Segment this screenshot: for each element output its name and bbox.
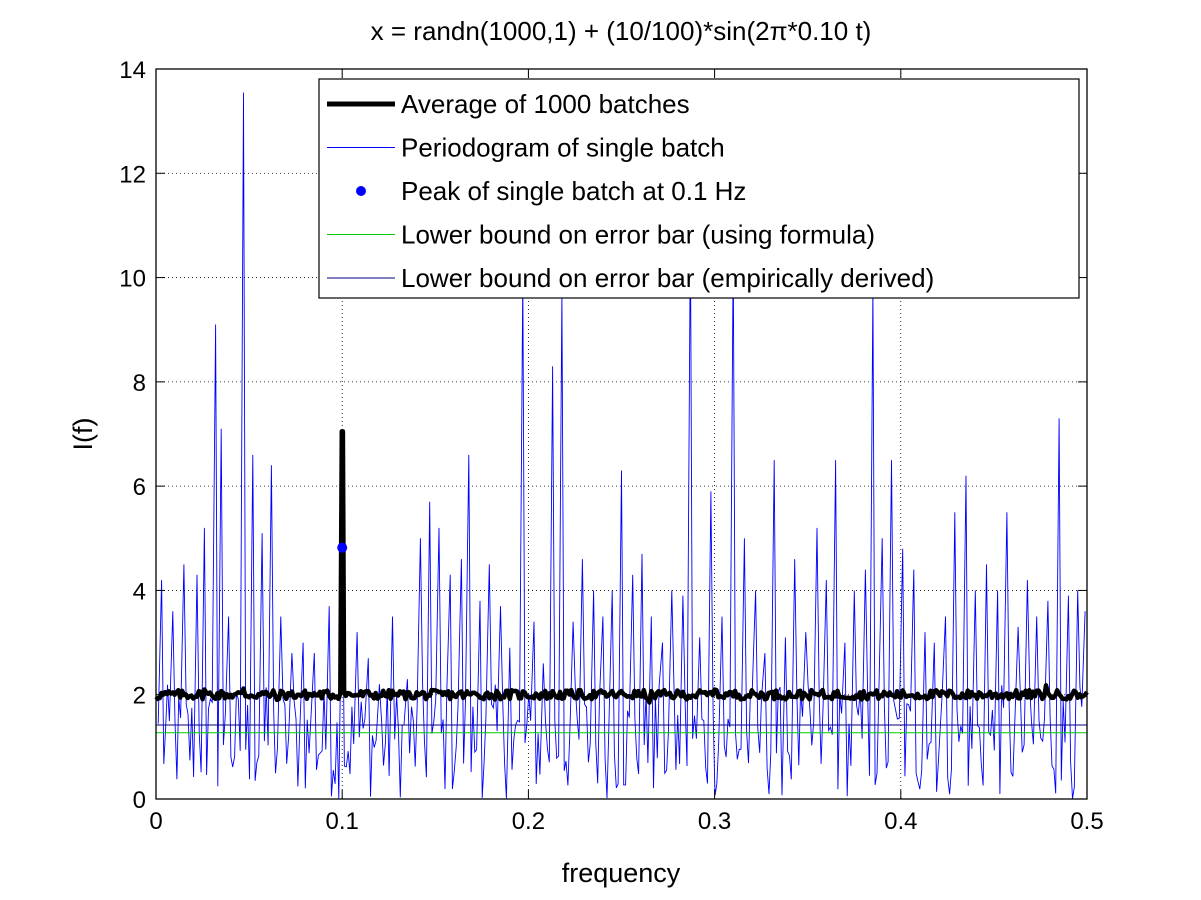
peak-marker — [337, 542, 348, 553]
legend-entry: Lower bound on error bar (using formula) — [327, 220, 875, 250]
axis-ticks: 0 0.1 0.2 0.3 0.4 0.5 0 2 4 6 8 10 12 14 — [119, 57, 1103, 835]
x-tick-label: 0.1 — [326, 808, 359, 835]
average-line — [154, 429, 1089, 705]
axes-frame — [155, 68, 1088, 800]
legend-entry: Periodogram of single batch — [327, 133, 725, 163]
y-tick-label: 8 — [133, 370, 146, 397]
legend-label: Periodogram of single batch — [401, 133, 725, 163]
legend-marker — [356, 186, 366, 196]
y-tick-label: 4 — [133, 578, 146, 605]
x-tick-label: 0 — [149, 808, 162, 835]
legend-entry: Lower bound on error bar (empirically de… — [327, 263, 934, 293]
legend-entry: Average of 1000 batches — [327, 89, 690, 119]
periodogram-line — [157, 92, 1086, 799]
y-tick-label: 10 — [119, 266, 146, 293]
y-axis-label: I(f) — [68, 418, 98, 451]
x-tick-label: 0.2 — [512, 808, 545, 835]
x-axis-label: frequency — [562, 858, 681, 888]
x-tick-label: 0.3 — [698, 808, 731, 835]
legend-box — [318, 78, 1080, 299]
y-tick-label: 12 — [119, 161, 146, 188]
series-periodogram — [157, 92, 1086, 799]
legend-entry: Peak of single batch at 0.1 Hz — [356, 176, 746, 206]
x-tick-label: 0.4 — [884, 808, 917, 835]
y-tick-label: 14 — [119, 57, 146, 84]
chart-title: x = randn(1000,1) + (10/100)*sin(2π*0.10… — [371, 16, 872, 46]
y-tick-label: 2 — [133, 683, 146, 710]
x-tick-label: 0.5 — [1070, 808, 1103, 835]
legend-label: Average of 1000 batches — [401, 89, 690, 119]
series-average — [154, 429, 1089, 705]
series-lower-bounds — [156, 724, 1087, 734]
legend-label: Peak of single batch at 0.1 Hz — [401, 176, 746, 206]
y-tick-label: 0 — [133, 787, 146, 814]
y-tick-label: 6 — [133, 474, 146, 501]
legend: Average of 1000 batches Periodogram of si… — [318, 78, 1080, 299]
legend-label: Lower bound on error bar (empirically de… — [401, 263, 934, 293]
series-peak-marker — [337, 542, 348, 553]
legend-label: Lower bound on error bar (using formula) — [401, 220, 875, 250]
